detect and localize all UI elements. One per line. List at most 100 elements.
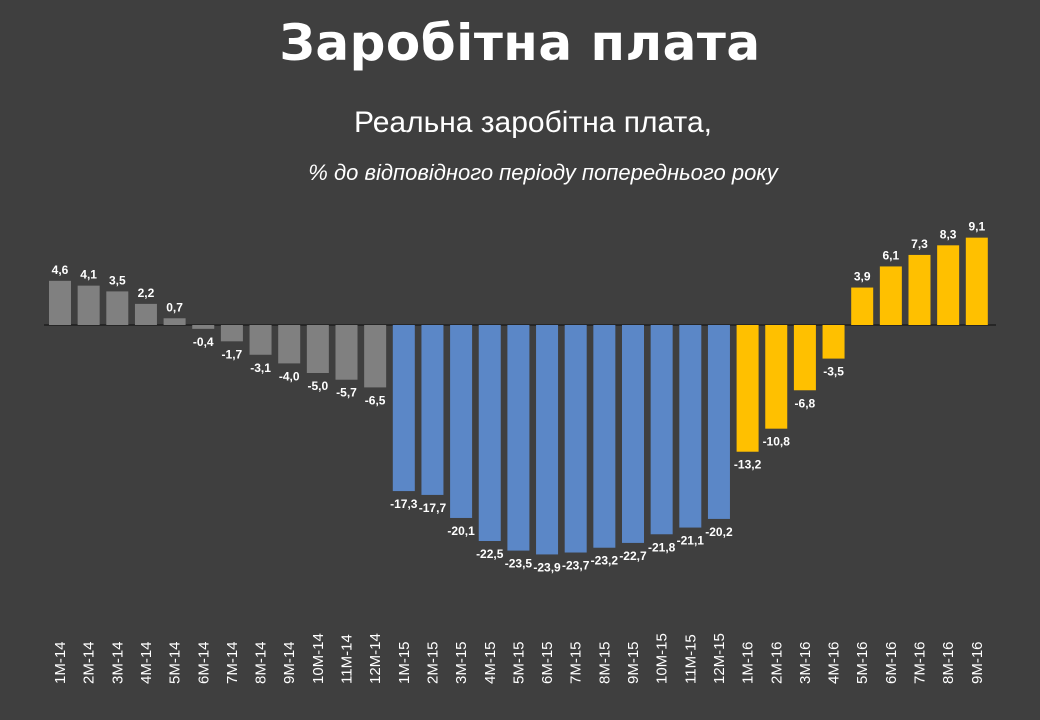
data-label-6M-15: -23,9 — [533, 560, 561, 574]
bar-1M-15 — [392, 325, 415, 492]
tick-label-5M-15: 5M-15 — [510, 641, 527, 684]
data-label-10M-15: -21,8 — [648, 540, 676, 554]
tick-label-7M-14: 7M-14 — [224, 641, 241, 684]
tick-label-5M-14: 5M-14 — [167, 641, 184, 684]
bar-5M-15 — [507, 325, 530, 551]
bar-5M-14 — [163, 318, 186, 325]
data-label-2M-16: -10,8 — [763, 435, 791, 449]
data-label-12M-14: -6,5 — [365, 393, 386, 407]
data-label-11M-15: -21,1 — [677, 534, 705, 548]
data-label-4M-16: -3,5 — [823, 365, 844, 379]
data-label-3M-15: -20,1 — [447, 524, 475, 538]
bar-12M-14 — [364, 325, 387, 388]
bar-6M-15 — [536, 325, 559, 555]
bar-7M-16 — [908, 254, 931, 325]
bar-5M-16 — [851, 287, 874, 325]
bar-1M-14 — [49, 280, 71, 325]
tick-label-6M-16: 6M-16 — [883, 641, 900, 684]
data-label-10M-14: -5,0 — [308, 379, 329, 393]
bar-2M-16 — [765, 325, 788, 429]
bar-7M-14 — [220, 325, 243, 342]
data-label-6M-16: 6,1 — [883, 248, 900, 262]
tick-label-11M-14: 11M-14 — [339, 634, 356, 684]
bar-3M-16 — [793, 325, 816, 391]
bar-4M-14 — [134, 303, 157, 325]
data-label-6M-14: -0,4 — [193, 335, 214, 349]
bar-3M-15 — [450, 325, 473, 518]
tick-label-11M-15: 11M-15 — [682, 634, 699, 684]
tick-label-12M-15: 12M-15 — [711, 633, 728, 684]
bar-1M-16 — [736, 325, 759, 452]
data-label-11M-14: -5,7 — [336, 386, 357, 400]
tick-label-10M-14: 10M-14 — [310, 633, 327, 684]
tick-label-5M-16: 5M-16 — [854, 641, 871, 684]
tick-label-8M-14: 8M-14 — [253, 641, 270, 684]
tick-label-6M-14: 6M-14 — [195, 641, 212, 684]
data-label-3M-16: -6,8 — [795, 396, 816, 410]
data-label-8M-14: -3,1 — [250, 361, 271, 375]
bar-6M-16 — [879, 266, 902, 325]
data-label-1M-16: -13,2 — [734, 458, 762, 472]
chart-subtitle: Реальна заробітна плата, — [354, 106, 712, 139]
bar-12M-15 — [707, 325, 730, 519]
tick-label-7M-16: 7M-16 — [912, 641, 929, 684]
bar-8M-16 — [937, 245, 960, 325]
tick-label-3M-15: 3M-15 — [453, 641, 470, 684]
bar-2M-15 — [421, 325, 444, 495]
tick-label-6M-15: 6M-15 — [539, 641, 556, 684]
bar-2M-14 — [77, 285, 100, 325]
tick-label-8M-16: 8M-16 — [940, 641, 957, 684]
data-label-5M-16: 3,9 — [854, 270, 871, 284]
bar-10M-14 — [306, 325, 329, 373]
bar-4M-15 — [478, 325, 501, 541]
data-label-1M-14: 4,6 — [52, 263, 69, 277]
data-label-5M-15: -23,5 — [505, 557, 533, 571]
tick-label-9M-14: 9M-14 — [281, 641, 298, 684]
tick-label-4M-15: 4M-15 — [482, 641, 499, 684]
tick-label-1M-14: 1M-14 — [52, 641, 69, 684]
data-label-5M-14: 0,7 — [166, 300, 183, 314]
tick-label-2M-14: 2M-14 — [81, 641, 98, 684]
chart-unit-note: % до відповідного періоду попереднього р… — [308, 160, 778, 185]
tick-label-2M-16: 2M-16 — [768, 641, 785, 684]
tick-label-1M-16: 1M-16 — [740, 641, 757, 684]
data-label-9M-14: -4,0 — [279, 369, 300, 383]
tick-label-12M-14: 12M-14 — [367, 633, 384, 684]
tick-label-7M-15: 7M-15 — [568, 641, 585, 684]
tick-label-9M-15: 9M-15 — [625, 641, 642, 684]
data-label-4M-15: -22,5 — [476, 547, 504, 561]
data-label-8M-15: -23,2 — [591, 554, 619, 568]
bar-8M-15 — [593, 325, 616, 548]
data-label-7M-14: -1,7 — [222, 347, 243, 361]
tick-label-1M-15: 1M-15 — [396, 641, 413, 684]
tick-label-4M-16: 4M-16 — [826, 641, 843, 684]
data-label-4M-14: 2,2 — [138, 286, 155, 300]
data-label-7M-16: 7,3 — [911, 237, 928, 251]
bar-9M-16 — [965, 237, 988, 325]
bar-11M-14 — [335, 325, 358, 380]
bar-6M-14 — [192, 325, 215, 329]
tick-label-3M-14: 3M-14 — [109, 641, 126, 684]
tick-label-4M-14: 4M-14 — [138, 641, 155, 684]
bar-8M-14 — [249, 325, 272, 355]
data-label-2M-14: 4,1 — [80, 268, 97, 282]
bar-11M-15 — [679, 325, 702, 528]
data-label-9M-15: -22,7 — [619, 549, 647, 563]
tick-label-10M-15: 10M-15 — [654, 633, 671, 684]
tick-label-2M-15: 2M-15 — [424, 641, 441, 684]
data-label-2M-15: -17,7 — [419, 501, 447, 515]
tick-label-3M-16: 3M-16 — [797, 641, 814, 684]
data-label-9M-16: 9,1 — [968, 220, 985, 234]
page-title: Заробітна плата — [279, 14, 761, 72]
data-label-1M-15: -17,3 — [390, 497, 418, 511]
bar-9M-14 — [278, 325, 301, 364]
data-label-12M-15: -20,2 — [705, 525, 733, 539]
bar-4M-16 — [822, 325, 845, 359]
data-label-7M-15: -23,7 — [562, 559, 590, 573]
tick-label-9M-16: 9M-16 — [969, 641, 986, 684]
data-label-8M-16: 8,3 — [940, 227, 957, 241]
bar-10M-15 — [650, 325, 673, 535]
bar-3M-14 — [106, 291, 129, 325]
bar-9M-15 — [622, 325, 644, 543]
